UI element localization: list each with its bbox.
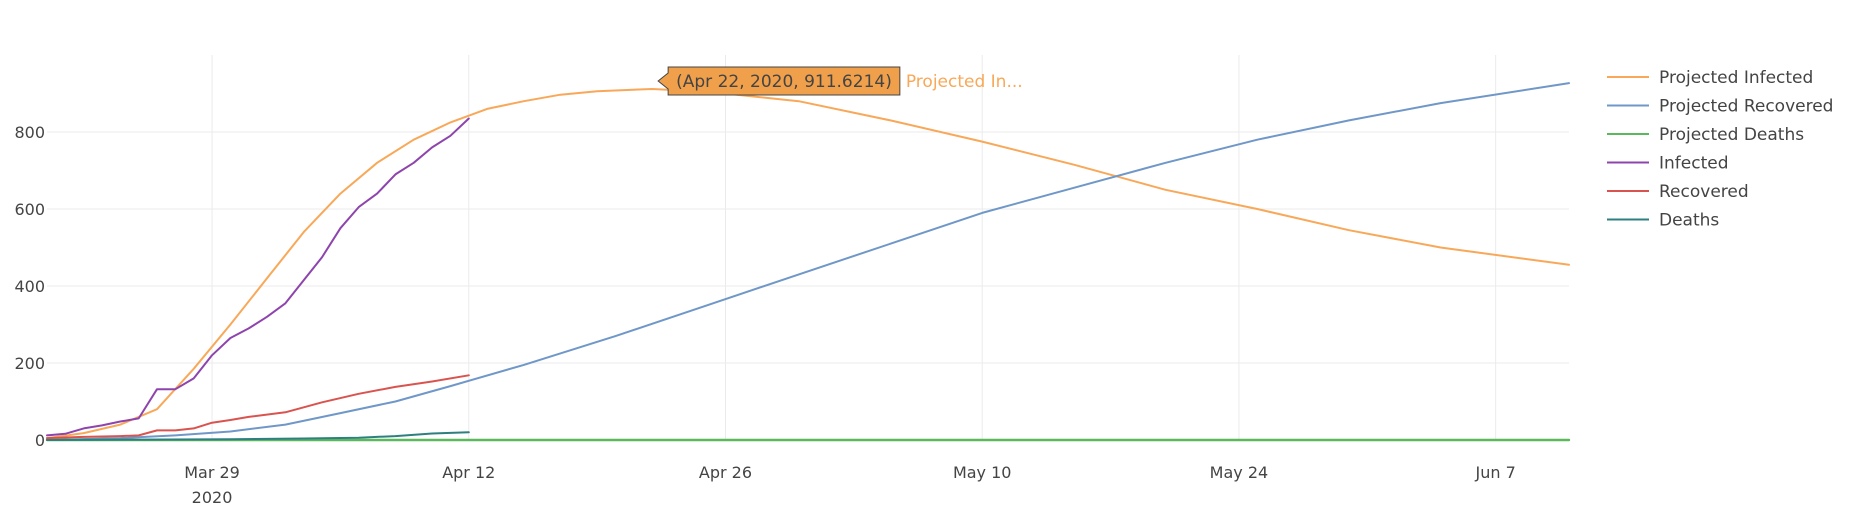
legend-item-infected[interactable]: Infected (1607, 154, 1729, 174)
x-tick-sublabel: 2020 (192, 488, 233, 507)
plot-area[interactable] (45, 82, 1571, 442)
x-tick-label: Apr 26 (699, 463, 752, 482)
series-line-deaths[interactable] (46, 431, 470, 441)
legend-item-projected-deaths[interactable]: Projected Deaths (1607, 125, 1804, 145)
x-tick-label: Apr 12 (442, 463, 495, 482)
x-axis-ticks: Mar 29 2020 Apr 12 Apr 26 May 10 May 24 Jun 7 (184, 463, 1516, 507)
y-tick-label: 800 (14, 123, 45, 142)
tooltip-series-label: Projected In... (906, 72, 1023, 92)
tooltip-value-text: (Apr 22, 2020, 911.6214) (676, 72, 892, 92)
legend-label: Deaths (1659, 211, 1719, 231)
legend-label: Projected Recovered (1659, 97, 1833, 117)
hover-tooltip: (Apr 22, 2020, 911.6214) Projected In... (657, 66, 1023, 96)
legend-item-recovered[interactable]: Recovered (1607, 182, 1749, 202)
y-tick-label: 0 (35, 431, 45, 450)
legend-item-projected-recovered[interactable]: Projected Recovered (1607, 97, 1833, 117)
series-line-infected[interactable] (46, 117, 470, 437)
legend-item-deaths[interactable]: Deaths (1607, 211, 1719, 231)
tooltip-box (657, 66, 901, 96)
x-tick-label: May 24 (1210, 463, 1269, 482)
series-line-recovered[interactable] (46, 374, 470, 440)
gridlines (47, 55, 1569, 440)
y-axis-ticks: 0 200 400 600 800 (14, 123, 45, 450)
legend-label: Infected (1659, 154, 1729, 174)
legend-label: Projected Deaths (1659, 125, 1804, 145)
series-line-projected-recovered[interactable] (46, 82, 1570, 441)
legend-label: Projected Infected (1659, 68, 1813, 88)
y-tick-label: 200 (14, 354, 45, 373)
legend-label: Recovered (1659, 182, 1749, 202)
legend-item-projected-infected[interactable]: Projected Infected (1607, 68, 1813, 88)
y-tick-label: 400 (14, 277, 45, 296)
y-tick-label: 600 (14, 200, 45, 219)
legend[interactable]: Projected Infected Projected Recovered Pro… (1607, 68, 1833, 231)
x-tick-label: Mar 29 (184, 463, 240, 482)
series-line-projected-infected[interactable] (46, 88, 1570, 440)
x-tick-label: May 10 (953, 463, 1012, 482)
x-tick-label: Jun 7 (1475, 463, 1516, 482)
